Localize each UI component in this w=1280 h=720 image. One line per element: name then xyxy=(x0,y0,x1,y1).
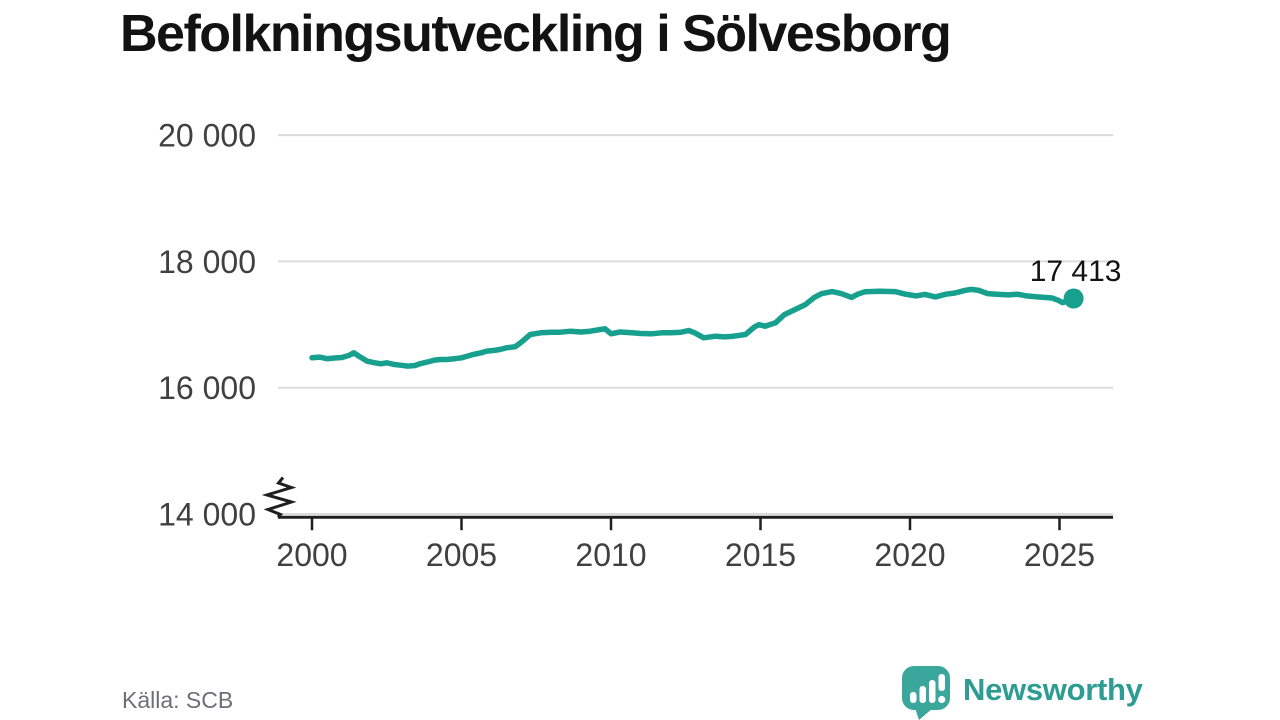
y-tick-label-16000: 16 000 xyxy=(158,370,256,406)
x-tick-label-2015: 2015 xyxy=(725,537,796,573)
latest-value-marker xyxy=(1063,288,1084,309)
x-tick-label-2020: 2020 xyxy=(874,537,945,573)
x-tick-label-2010: 2010 xyxy=(575,537,646,573)
source-label: Källa: SCB xyxy=(122,687,234,713)
x-tick-label-2005: 2005 xyxy=(426,537,497,573)
newsworthy-logo: Newsworthy xyxy=(897,662,1143,720)
y-tick-label-18000: 18 000 xyxy=(158,244,256,280)
population-series-line xyxy=(309,286,1077,369)
y-tick-label-20000: 20 000 xyxy=(158,118,256,154)
newsworthy-logo-text: Newsworthy xyxy=(963,672,1143,707)
latest-value-label: 17 413 xyxy=(1030,255,1122,288)
y-axis-break-icon xyxy=(261,476,297,519)
x-tick-label-2000: 2000 xyxy=(276,537,347,573)
y-tick-label-14000: 14 000 xyxy=(158,497,256,533)
newsworthy-speech-bubble-bar-chart-icon xyxy=(902,666,950,720)
chart-title: Befolkningsutveckling i Sölvesborg xyxy=(120,5,952,63)
x-tick-label-2025: 2025 xyxy=(1024,537,1095,573)
